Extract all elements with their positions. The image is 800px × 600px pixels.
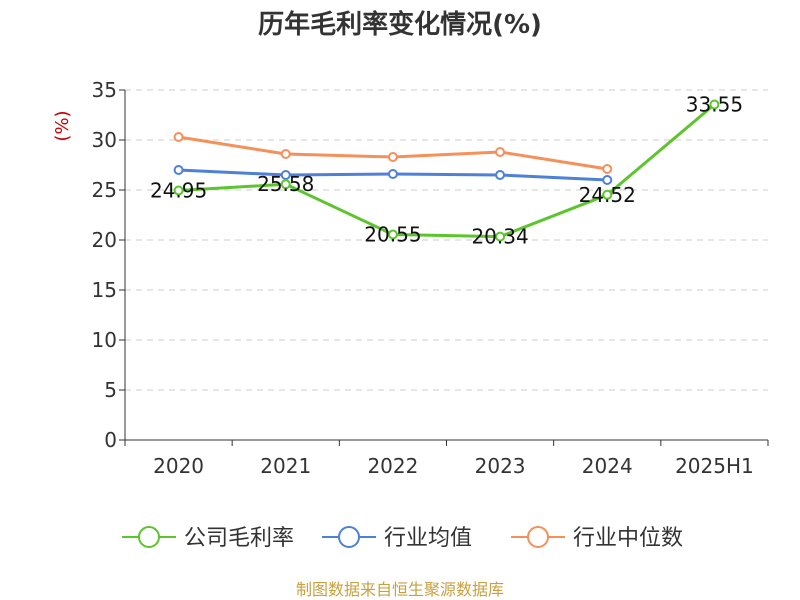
industry-average-legend-marker [338,526,360,548]
y-tick-label: 20 [92,228,117,252]
chart-title: 历年毛利率变化情况(%) [258,9,542,40]
x-tick-label: 2024 [582,454,633,478]
industry-average-point [602,175,613,185]
axes: 0 5 10 15 20 25 30 35 2020 2021 2022 2023 2024 2025H1 [92,78,769,478]
y-tick-label: 25 [92,178,117,202]
y-axis-unit-label: (%) [52,110,73,141]
company-gross-margin-point [709,99,720,110]
industry-average-point [387,169,398,179]
company-gross-margin-legend-marker [138,526,160,548]
x-tick-label: 2022 [367,454,418,478]
x-tick-label: 2021 [260,454,311,478]
industry-median-point [173,132,184,142]
industry-average-point [280,170,291,180]
y-tick-label: 5 [104,378,117,402]
y-tick-label: 10 [92,328,117,352]
industry-median-legend-marker [527,526,549,548]
x-tick-label: 2020 [153,454,204,478]
y-tick-label: 35 [92,78,117,102]
industry-average-point [173,165,184,175]
grid-lines [125,89,768,391]
y-tick-label: 30 [92,128,117,152]
company-data-label: 24.52 [579,183,636,207]
company-data-label: 20.55 [364,223,421,247]
company-gross-margin-point [602,189,613,200]
industry-median-point [387,152,398,162]
company-gross-margin-legend-label: 公司毛利率 [184,526,294,551]
industry-average-legend-label: 行业均值 [384,526,472,551]
company-gross-margin-line [178,103,716,239]
company-data-label: 20.34 [471,225,528,249]
legend: 公司毛利率 行业均值 行业中位数 [122,526,683,551]
industry-median-legend-label: 行业中位数 [573,526,683,551]
company-data-label: 33.55 [686,93,743,117]
company-gross-margin-point [280,179,291,190]
industry-median-point [495,147,506,157]
data-labels: 24.95 25.58 20.55 20.34 24.52 33.55 [150,93,743,249]
industry-median-point [602,164,613,174]
industry-average-point [495,170,506,180]
x-tick-label: 2025H1 [675,454,754,478]
y-tick-label: 0 [104,428,117,452]
y-tick-label: 15 [92,278,117,302]
source-note: 制图数据来自恒生聚源数据库 [296,580,504,599]
company-gross-margin-point [387,229,398,240]
company-gross-margin-point [173,185,184,196]
company-data-label: 25.58 [257,172,314,196]
company-gross-margin-point [495,231,506,242]
x-tick-label: 2023 [475,454,526,478]
company-data-label: 24.95 [150,179,207,203]
series-lines [173,99,720,242]
industry-median-point [280,149,291,159]
